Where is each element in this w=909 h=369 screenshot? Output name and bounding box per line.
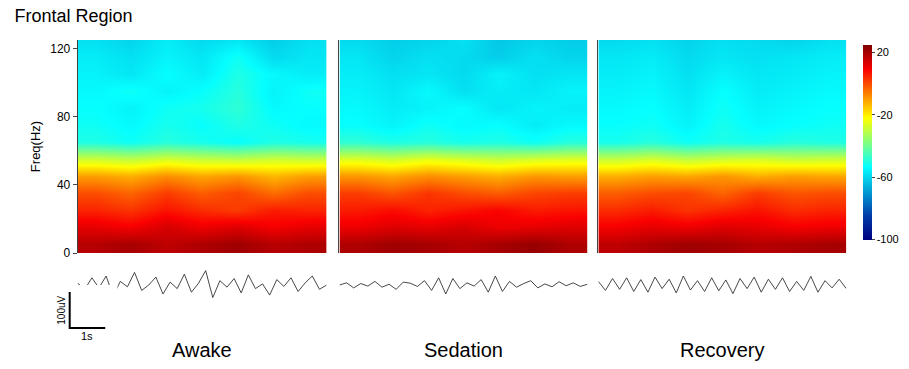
svg-text:Recovery: Recovery <box>680 339 764 361</box>
svg-text:100uV: 100uV <box>56 295 67 324</box>
svg-text:80: 80 <box>57 110 71 124</box>
svg-text:40: 40 <box>57 178 71 192</box>
svg-text:Sedation: Sedation <box>424 339 503 361</box>
svg-text:20: 20 <box>877 46 889 58</box>
svg-text:0: 0 <box>64 246 71 260</box>
svg-text:-20: -20 <box>877 109 893 121</box>
svg-text:1s: 1s <box>81 330 93 342</box>
svg-text:120: 120 <box>50 42 70 56</box>
svg-text:Freq(Hz): Freq(Hz) <box>28 121 43 172</box>
svg-text:-60: -60 <box>877 171 893 183</box>
svg-text:Awake: Awake <box>172 339 232 361</box>
svg-text:-100: -100 <box>877 233 899 245</box>
svg-text:Frontal Region: Frontal Region <box>15 6 133 26</box>
